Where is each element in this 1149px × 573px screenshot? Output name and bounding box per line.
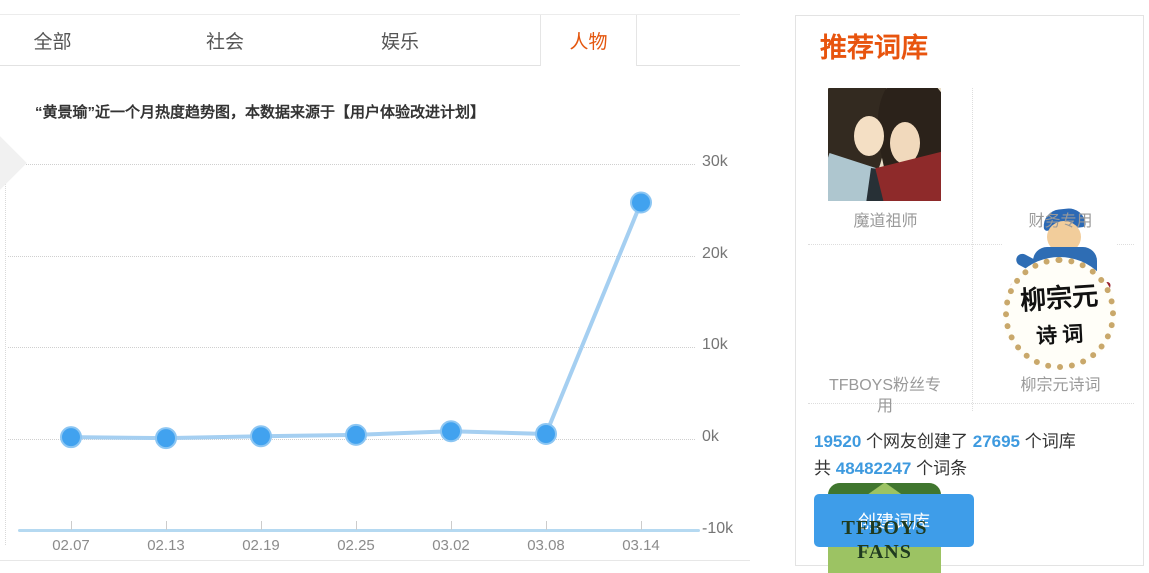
y-tick-label: 30k — [702, 152, 728, 170]
x-tick-label: 02.19 — [242, 537, 280, 554]
y-tick-label: -10k — [702, 519, 734, 537]
gridline — [8, 255, 695, 257]
trend-panel: 全部 社会 娱乐 人物 “黄景瑜”近一个月热度趋势图，本数据来源于【用户体验改进… — [0, 14, 750, 561]
data-point — [155, 427, 177, 450]
gridline — [8, 347, 695, 349]
tfboys-logo-text: TFBOYS — [841, 516, 928, 539]
mdzs-art-shape — [854, 116, 884, 156]
thesaurus-label-mdzs[interactable]: 魔道祖师 — [853, 213, 918, 230]
x-tick-label: 03.14 — [622, 537, 660, 554]
entries-count: 48482247 — [835, 459, 912, 478]
x-tick-label: 03.08 — [527, 537, 565, 554]
trend-chart: 30k 20k 10k 0k -10k 02.07 02.13 02.19 02.25 03.02… — [5, 150, 734, 554]
data-point — [345, 423, 367, 446]
grid-divider-vertical — [972, 88, 973, 411]
seal-text: 柳宗元 — [1019, 281, 1100, 316]
thesaurus-image-mdzs[interactable] — [828, 88, 941, 201]
x-tick — [166, 521, 167, 530]
thesaurus-label-liuzongyuan[interactable]: 柳宗元诗词 — [1020, 377, 1101, 394]
chart-title: “黄景瑜”近一个月热度趋势图，本数据来源于【用户体验改进计划】 — [35, 104, 486, 121]
x-axis-line — [18, 529, 700, 533]
mdzs-art-shape — [890, 122, 920, 164]
grid-divider-horizontal-2 — [808, 403, 1134, 404]
x-tick-label: 03.02 — [432, 537, 470, 554]
trend-line — [69, 200, 643, 441]
carousel-prev-button[interactable]: ❮ — [0, 136, 27, 190]
seal-text: 诗 词 — [1035, 321, 1084, 349]
data-point — [60, 426, 82, 449]
data-point — [440, 420, 462, 443]
x-tick — [451, 521, 452, 530]
thesaurus-stats: 19520 个网友创建了 27695 个词库 共 48482247 个词条 — [814, 428, 1129, 482]
users-count: 19520 — [814, 432, 862, 451]
panel-divider — [0, 560, 750, 561]
category-tab-bar: 全部 社会 娱乐 人物 — [0, 14, 740, 66]
entries-text: 个词条 — [911, 459, 968, 478]
y-tick-label: 0k — [702, 428, 719, 445]
x-tick-label: 02.07 — [52, 537, 90, 554]
x-tick — [641, 521, 642, 530]
x-tick-label: 02.13 — [147, 537, 185, 554]
libs-count: 27695 — [972, 432, 1021, 451]
x-tick — [356, 521, 357, 530]
data-point — [535, 422, 557, 445]
gridline — [8, 163, 695, 165]
x-tick — [546, 521, 547, 530]
thesaurus-label-finance[interactable]: 财务专用 — [1028, 213, 1093, 230]
data-point — [630, 191, 652, 214]
chart-left-axis — [5, 150, 6, 545]
x-tick — [71, 521, 72, 530]
thesaurus-image-liuzongyuan[interactable]: 柳宗元 诗 词 — [1003, 257, 1116, 370]
create-thesaurus-button[interactable]: 创建词库 — [814, 494, 974, 547]
tab-society[interactable]: 社会 — [205, 31, 244, 53]
tab-entertainment[interactable]: 娱乐 — [380, 31, 419, 53]
x-tick-label: 02.25 — [337, 537, 375, 554]
y-tick-label: 10k — [702, 336, 728, 354]
total-prefix: 共 — [814, 459, 836, 478]
tab-people[interactable]: 人物 — [540, 15, 637, 66]
sidebar-title: 推荐词库 — [820, 33, 928, 63]
users-text: 个网友创建了 — [861, 432, 973, 451]
y-tick-label: 20k — [702, 244, 728, 262]
tfboys-logo-text: FANS — [857, 540, 912, 563]
x-tick — [261, 521, 262, 530]
tab-all[interactable]: 全部 — [33, 31, 72, 53]
libs-text: 个词库 — [1020, 432, 1076, 451]
recommended-thesaurus-panel: 推荐词库 魔道祖师 财务专用 TFBOYS FANS — [795, 15, 1144, 573]
stats-line-2: 共 48482247 个词条 — [814, 455, 1129, 482]
thesaurus-label-tfboys[interactable]: TFBOYS粉丝专用 — [828, 377, 941, 415]
grid-divider-horizontal-1 — [808, 244, 1134, 245]
trend-line-svg — [60, 191, 652, 450]
data-point — [250, 425, 272, 448]
stats-line-1: 19520 个网友创建了 27695 个词库 — [814, 428, 1129, 455]
